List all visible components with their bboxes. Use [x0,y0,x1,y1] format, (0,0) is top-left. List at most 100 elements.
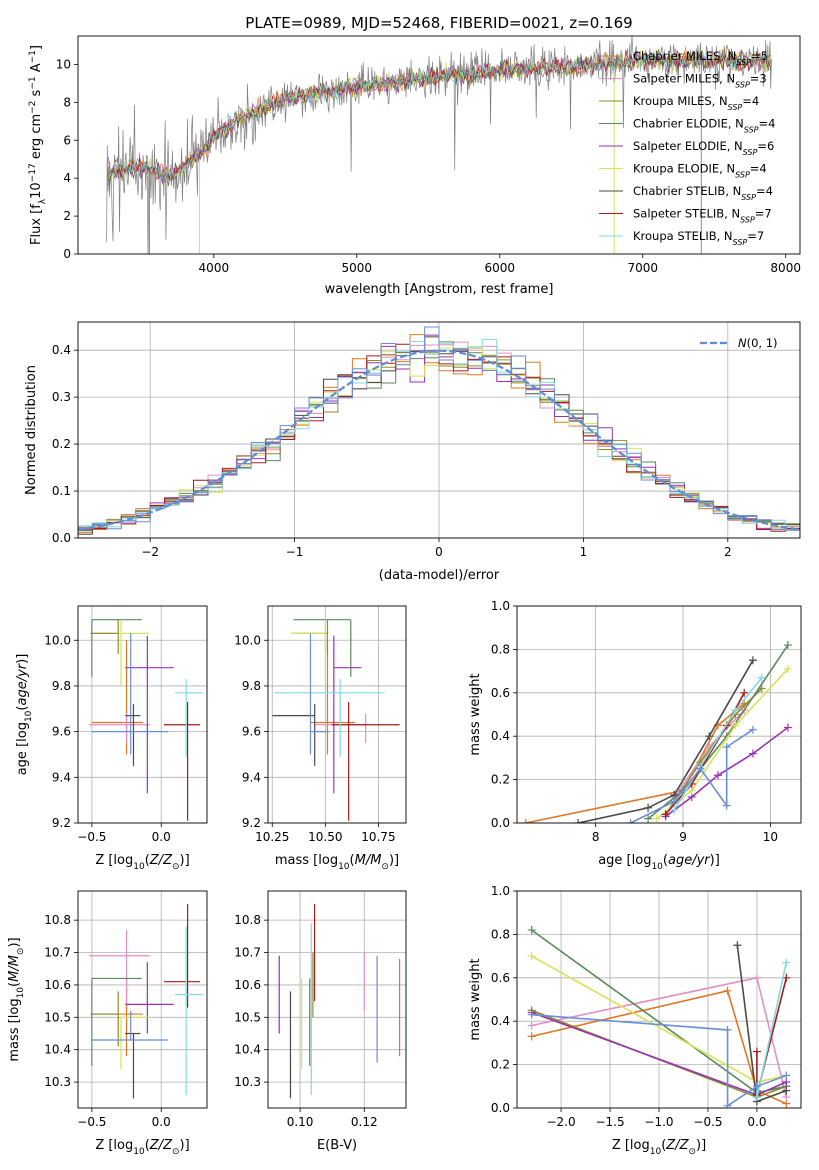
x-axis-label: (data-model)/error [379,568,500,583]
label-part: 10 [650,1147,662,1157]
plot-area [527,926,791,1108]
label-part: erg cm [29,114,44,163]
label-part: ( [145,853,150,868]
mass-weight-marker [752,973,761,982]
label-part: mass [log [275,853,338,868]
label-part: Z [log [95,853,133,868]
label-part: −1 [28,76,38,89]
y-tick-label: 9.6 [242,725,261,739]
y-tick-label: 10.8 [44,913,71,927]
x-axis-label: age [log10(age/yr)] [598,853,720,872]
legend-entry: N(0, 1) [738,336,778,350]
y-tick-label: 9.8 [242,679,261,693]
axes-border [77,890,208,1109]
mass-weight-line [673,677,763,811]
mass-weight-marker [748,725,757,734]
axes-frame: 0.10 0.12 10.3 10.4 10.5 10.6 10.7 10.8 E(B-V) [234,890,407,1153]
mass-weight-marker [696,764,705,773]
label-part: −17 [28,163,38,182]
y-tick-label: 1.0 [491,884,510,898]
y-tick-label: 10.5 [234,1010,261,1024]
label-part: −1 [28,50,38,63]
label-part: M/M [355,853,382,868]
model-spectrum-line [109,49,771,187]
y-tick-label: 0.4 [491,729,510,743]
x-tick-label: 0.10 [287,1115,314,1129]
label-part: ⊙ [172,1147,180,1157]
legend-text: Salpeter ELODIE, N [633,139,743,153]
y-tick-label: 4 [63,171,71,185]
legend-text: SSP [741,193,756,202]
legend-entry: Salpeter STELIB, NSSP=7 [633,207,772,225]
legend-entry: Salpeter MILES, NSSP=3 [633,72,767,90]
label-part: 10 [338,862,350,872]
x-axis-label: Z [log10(Z/Z⊙)] [612,1138,706,1157]
axes-frame: 4000 5000 6000 7000 8000 0 2 4 6 8 10 PLATE=0989, M… [28,14,801,297]
axes-frame: −0.5 0.09.29.49.69.810.0Z [log10(Z/Z⊙)]ag… [15,605,208,872]
mass-weight-marker [731,706,740,715]
y-tick-label: 10.7 [44,946,71,960]
y-tick-label: 0.8 [491,927,510,941]
y-tick-label: 10.6 [44,978,71,992]
mass-weight-marker [661,810,670,819]
x-tick-label: 0.0 [152,830,171,844]
y-tick-label: 6 [63,133,71,147]
y-tick-label: 0.1 [52,484,71,498]
label-part: Z [log [612,1138,650,1153]
label-part: )] [696,1138,706,1153]
mass-weight-marker [670,797,679,806]
normal-curve [78,349,800,531]
label-part: ⊙ [381,862,389,872]
x-tick-label: −1.0 [644,1115,673,1129]
mass-weight-marker [644,814,653,823]
y-tick-label: 10.7 [234,946,261,960]
chart-title: PLATE=0989, MJD=52468, FIBERID=0021, z=0… [245,14,632,32]
legend-text: Salpeter MILES, N [633,72,735,86]
plot-area [106,36,772,254]
y-axis-label: mass weight [468,958,483,1040]
legend-text: Chabrier ELODIE, N [633,117,744,131]
plot-area [278,903,401,1099]
x-tick-label: 0.0 [152,1115,171,1129]
legend-text: =7 [755,207,772,221]
mass-weight-marker [740,688,749,697]
x-tick-label: 10 [763,830,778,844]
axes-frame: −2 −1 0 1 2 0.0 0.1 0.2 0.3 0.4 (data-model)/error… [24,321,801,583]
legend-entry: Kroupa ELODIE, NSSP=4 [633,162,767,180]
x-axis-label: mass [log10(M/M⊙)] [275,853,399,872]
y-tick-label: 0.0 [491,1101,510,1115]
y-tick-label: 0.8 [491,642,510,656]
mass-weight-marker [733,941,742,950]
legend-text: (0, 1) [747,336,778,350]
x-axis-label: Z [log10(Z/Z⊙)] [95,1138,189,1157]
label-part: mass weight [468,958,483,1040]
label-part: age/yr [15,662,30,705]
axes-border [77,35,801,255]
y-tick-label: 10.5 [44,1010,71,1024]
mass-weight-marker [783,664,792,673]
label-part: )] [180,853,190,868]
legend-text: Kroupa STELIB, N [633,229,733,243]
mass-weight-marker [705,732,714,741]
x-axis-label: wavelength [Angstrom, rest frame] [325,282,554,297]
label-part: )] [15,654,30,664]
label-part: s [29,89,44,100]
x-tick-label: 10.75 [361,830,395,844]
y-tick-label: 10.4 [44,1043,71,1057]
mass-weight-marker [752,1047,761,1056]
x-tick-label: 1 [580,545,588,559]
plot-area [78,326,800,538]
label-part: ( [661,1138,666,1153]
label-part: age [log [598,853,651,868]
x-tick-label: −0.5 [693,1115,722,1129]
x-axis-label: Z [log10(Z/Z⊙)] [95,853,189,872]
y-axis-label: mass weight [468,673,483,755]
model-spectrum-line [107,49,772,187]
plot-area [89,619,203,821]
y-tick-label: 9.2 [52,816,71,830]
panel-6: 0.10 0.12 10.3 10.4 10.5 10.6 10.7 10.8 E(B-V) [234,890,407,1153]
mass-weight-marker [652,814,661,823]
mass-weight-marker [521,819,530,823]
